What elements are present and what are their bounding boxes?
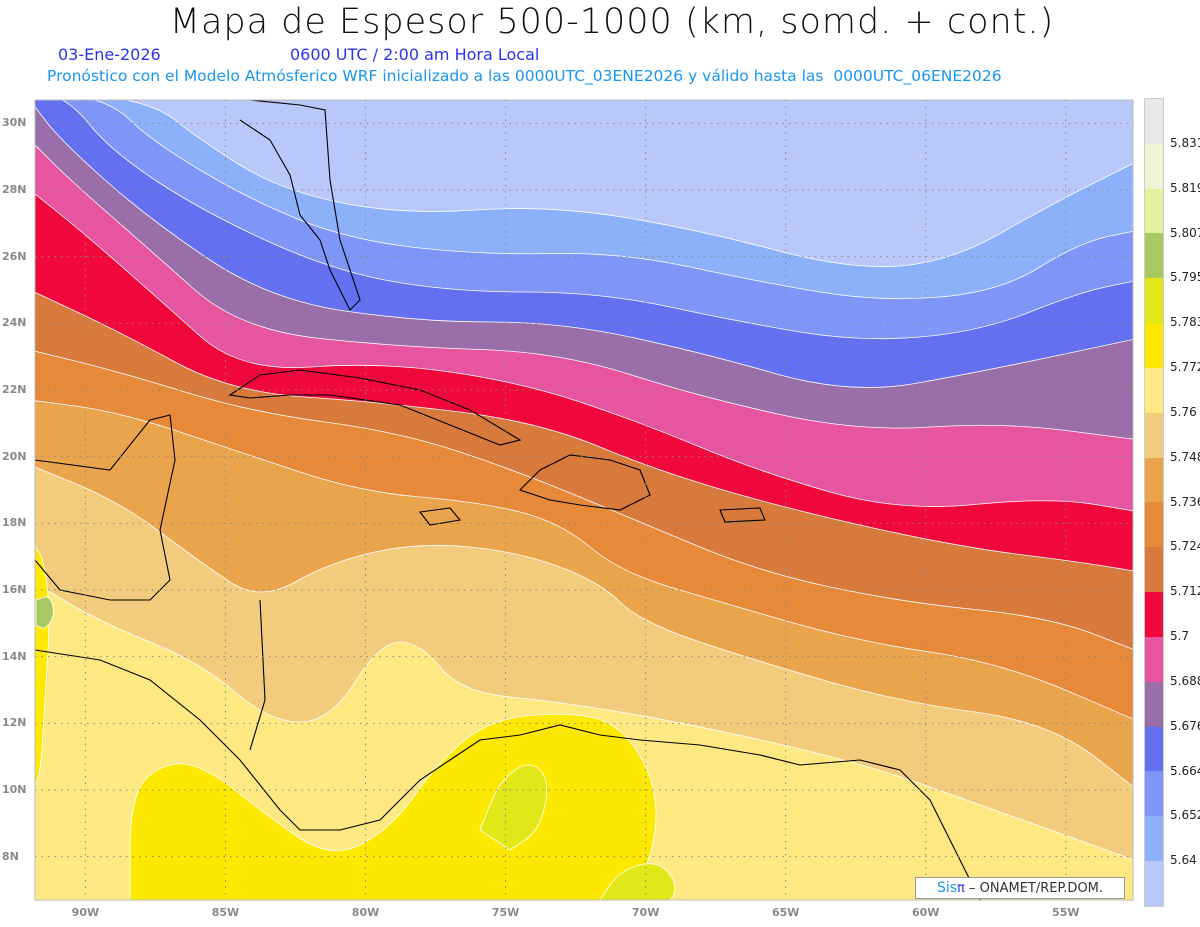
lon-label: 75W [491,906,520,919]
thickness-band [599,863,676,900]
colorbar-label: 5.664 [1170,763,1200,778]
coastline [418,507,462,526]
colorbar-label: 5.795 [1170,270,1200,285]
credit-org: – ONAMET/REP.DOM. [964,881,1104,896]
colorbar-cell [1145,681,1163,727]
colorbar-label: 5.748 [1170,449,1200,464]
colorbar-label: 5.724 [1170,539,1200,554]
lon-label: 90W [71,906,100,919]
coastline [239,100,361,311]
colorbar-cell [1145,726,1163,772]
lat-label: 30N [2,116,27,130]
colorbar-label: 5.64 [1170,853,1197,868]
lat-label: 10N [2,783,27,796]
thickness-band [129,713,657,900]
colorbar-cell [1145,278,1163,324]
lon-label: 85W [211,906,240,919]
lat-label: 26N [2,249,27,263]
colorbar-label: 5.736 [1170,494,1200,509]
colorbar [1144,98,1164,907]
lon-label: 65W [771,906,800,919]
colorbar-cell [1145,592,1163,637]
lon-label: 60W [911,906,940,919]
coastline [35,414,176,601]
forecast-time: 0600 UTC / 2:00 am Hora Local [290,45,540,64]
colorbar-label: 5.783 [1170,315,1200,330]
lat-label: 12N [2,716,27,730]
colorbar-label: 5.76 [1170,404,1197,419]
thickness-band [35,596,54,629]
forecast-date: 03-Ene-2026 [58,45,161,64]
pi-symbol: π [957,881,965,896]
colorbar-cell [1145,547,1163,593]
colorbar-cell [1145,367,1163,413]
colorbar-label: 5.652 [1170,808,1200,823]
colorbar-cell [1145,816,1163,862]
colorbar-label: 5.712 [1170,584,1200,599]
lon-label: 70W [631,906,660,919]
thickness-band [479,764,548,851]
model-description: Pronóstico con el Modelo Atmósferico WRF… [47,67,1002,85]
colorbar-cell [1145,771,1163,817]
colorbar-label: 5.831 [1170,135,1200,150]
colorbar-cell [1145,188,1163,234]
lat-label: 28N [2,183,27,196]
lat-label: 20N [2,449,27,463]
coastline [249,599,266,751]
lon-label: 80W [351,906,380,919]
colorbar-cell [1145,861,1163,906]
lat-label: 18N [2,516,27,530]
map-frame [34,99,1134,901]
colorbar-cell [1145,233,1163,279]
lat-label: 16N [2,583,27,596]
lat-label: 14N [2,649,27,663]
colorbar-label: 5.819 [1170,180,1200,195]
colorbar-cell [1145,412,1163,458]
map-title: Mapa de Espesor 500-1000 (km, somd. + co… [169,2,1055,42]
colorbar-label: 5.676 [1170,718,1200,733]
lat-label: 22N [2,383,27,396]
coastline [228,369,522,446]
lat-label: 24N [2,316,27,330]
colorbar-cell [1145,99,1163,144]
colorbar-label: 5.688 [1170,673,1200,688]
coastline [518,454,651,511]
lat-label: 8N [2,849,19,863]
lon-label: 55W [1052,906,1080,919]
colorbar-cell [1145,502,1163,548]
credit-box: Sisπ – ONAMET/REP.DOM. [915,877,1125,899]
colorbar-cell [1145,143,1163,189]
colorbar-label: 5.807 [1170,225,1200,240]
coastline [719,507,766,523]
sispi-logo: Sis [936,880,958,896]
colorbar-label: 5.772 [1170,360,1200,374]
colorbar-cell [1145,323,1163,368]
colorbar-cell [1145,457,1163,503]
colorbar-label: 5.7 [1170,629,1190,643]
colorbar-cell [1145,636,1163,682]
contour-layer [35,100,1133,900]
coastline [35,649,981,900]
